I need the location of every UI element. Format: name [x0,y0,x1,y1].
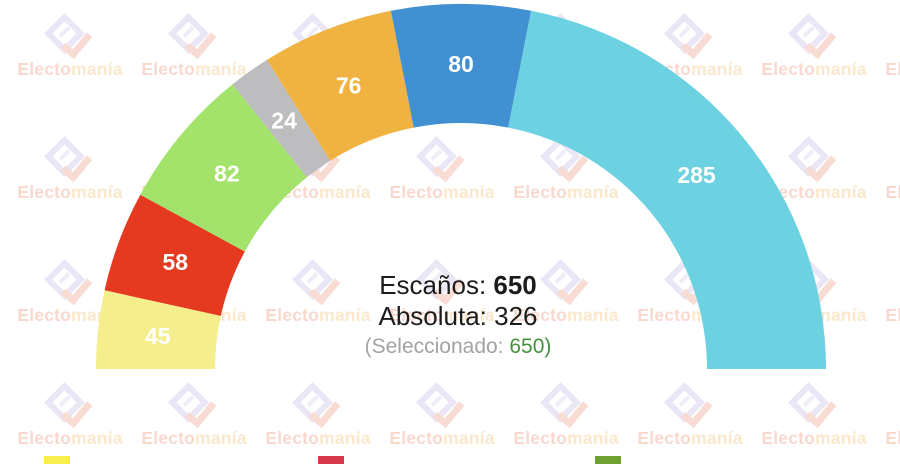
chart-segment-58[interactable] [104,194,245,316]
segment-label: 285 [677,162,716,188]
segment-label: 45 [145,323,171,349]
chart-segment-285[interactable] [508,10,827,370]
absolute-majority-label: Absoluta: [378,301,495,331]
selected-seats-line: (Seleccionado: 650) [365,332,552,362]
chart-segment-45[interactable] [96,290,221,369]
segment-label: 80 [448,51,474,77]
absolute-majority-line: Absoluta: 326 [365,301,552,332]
total-seats-line: Escaños: 650 [365,270,552,301]
total-seats-label: Escaños: [379,270,494,300]
chart-segment-76[interactable] [266,10,414,161]
absolute-majority-value: 326 [494,301,538,331]
chart-segment-82[interactable] [140,84,307,252]
selected-seats-prefix: (Seleccionado: [364,335,510,358]
segment-label: 24 [271,108,297,134]
segment-label: 58 [163,249,189,275]
total-seats-value: 650 [493,270,537,300]
chart-segment-24[interactable] [232,59,331,178]
selected-seats-value: 650 [509,335,545,358]
chart-segment-80[interactable] [390,3,532,128]
summary-panel: Escaños: 650 Absoluta: 326 (Seleccionado… [365,270,552,362]
selected-seats-suffix: ) [544,335,552,358]
segment-label: 82 [214,161,240,187]
segment-label: 76 [336,72,362,98]
